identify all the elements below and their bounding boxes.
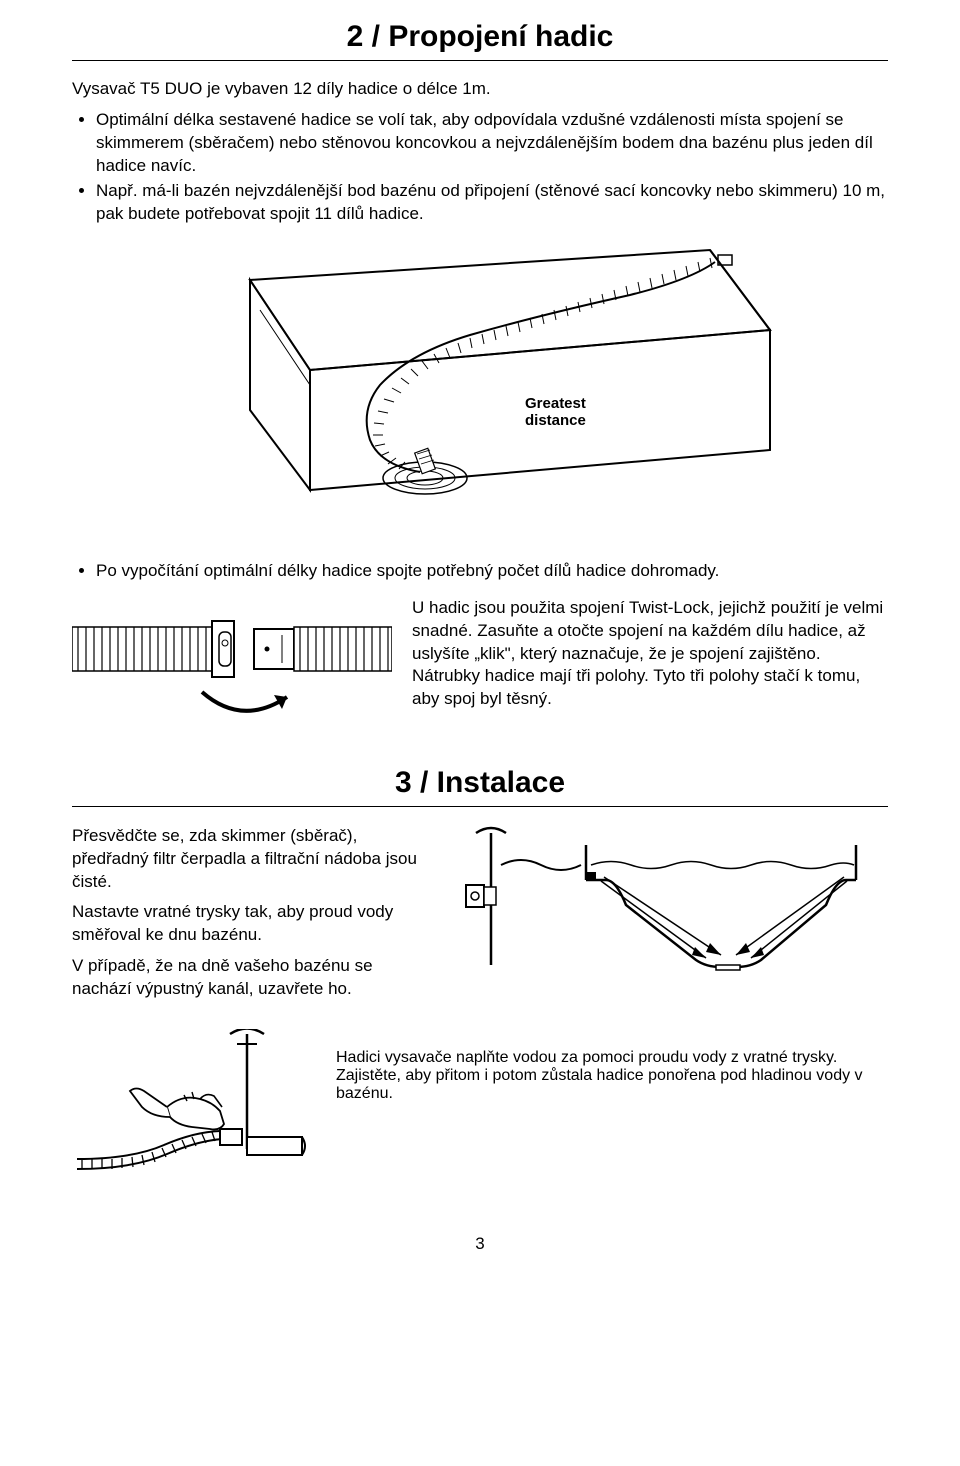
section3-bottom-text: Hadici vysavače naplňte vodou za pomoci …: [336, 1029, 888, 1103]
section2-bullet-list-2: Po vypočítání optimální délky hadice spo…: [72, 560, 888, 583]
twist-lock-illustration: [72, 597, 392, 742]
pool-diagram: Greatest distance: [72, 240, 888, 540]
section2-intro: Vysavač T5 DUO je vybaven 12 díly hadice…: [72, 79, 888, 99]
section2-bullet-1: Optimální délka sestavené hadice se volí…: [96, 109, 888, 178]
section3-title-underline: [72, 806, 888, 807]
fill-hose-illustration: [72, 1029, 312, 1194]
section3-title: 3 / Instalace: [72, 766, 888, 800]
section3-para-2: Nastavte vratné trysky tak, aby proud vo…: [72, 901, 422, 947]
section3-para-1: Přesvědčte se, zda skimmer (sběrač), pře…: [72, 825, 422, 894]
twist-lock-text: U hadic jsou použita spojení Twist-Lock,…: [412, 597, 888, 712]
section2-bullet-2: Např. má-li bazén nejvzdálenější bod baz…: [96, 180, 888, 226]
section2-title-underline: [72, 60, 888, 61]
section3-left-text: Přesvědčte se, zda skimmer (sběrač), pře…: [72, 825, 422, 1010]
diagram-label-1: Greatest: [525, 395, 586, 412]
diagram-label-2: distance: [525, 412, 586, 429]
section3-bottom-row: Hadici vysavače naplňte vodou za pomoci …: [72, 1029, 888, 1194]
section3-top-row: Přesvědčte se, zda skimmer (sběrač), pře…: [72, 825, 888, 1010]
section2-bullet-after: Po vypočítání optimální délky hadice spo…: [96, 560, 888, 583]
twist-lock-row: U hadic jsou použita spojení Twist-Lock,…: [72, 597, 888, 742]
page-number: 3: [72, 1234, 888, 1254]
section2-title: 2 / Propojení hadic: [72, 20, 888, 54]
section3-para-3: V případě, že na dně vašeho bazénu se na…: [72, 955, 422, 1001]
section2-bullet-list: Optimální délka sestavené hadice se volí…: [72, 109, 888, 226]
section3-pool-cross-diagram: [446, 825, 888, 990]
